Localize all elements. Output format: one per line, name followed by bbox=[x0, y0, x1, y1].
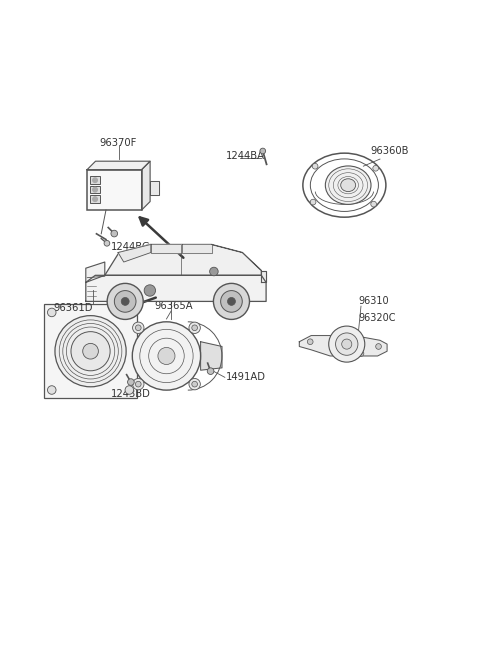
Text: 1244BA: 1244BA bbox=[226, 151, 265, 160]
Circle shape bbox=[310, 199, 316, 205]
Circle shape bbox=[158, 347, 175, 364]
Circle shape bbox=[121, 297, 129, 305]
Circle shape bbox=[210, 267, 218, 276]
Polygon shape bbox=[300, 335, 387, 356]
Circle shape bbox=[135, 381, 141, 387]
Ellipse shape bbox=[189, 379, 200, 390]
Circle shape bbox=[83, 343, 98, 359]
Circle shape bbox=[55, 316, 126, 387]
Circle shape bbox=[312, 163, 318, 169]
Text: 96365A: 96365A bbox=[154, 301, 193, 311]
Text: 1243BD: 1243BD bbox=[111, 389, 151, 399]
Text: 96360B: 96360B bbox=[370, 146, 408, 156]
Circle shape bbox=[107, 284, 143, 320]
Circle shape bbox=[192, 325, 197, 331]
Polygon shape bbox=[86, 275, 266, 301]
FancyBboxPatch shape bbox=[87, 170, 142, 210]
Text: 96320C: 96320C bbox=[359, 313, 396, 324]
Text: 96370F: 96370F bbox=[99, 138, 137, 148]
Text: 96310: 96310 bbox=[359, 296, 389, 306]
FancyBboxPatch shape bbox=[90, 176, 100, 184]
Circle shape bbox=[214, 284, 250, 320]
FancyBboxPatch shape bbox=[90, 186, 100, 193]
Circle shape bbox=[128, 379, 134, 385]
Circle shape bbox=[48, 386, 56, 394]
Circle shape bbox=[104, 240, 110, 246]
Text: 96361D: 96361D bbox=[53, 303, 93, 313]
FancyBboxPatch shape bbox=[44, 305, 137, 398]
Circle shape bbox=[192, 381, 197, 387]
Polygon shape bbox=[212, 244, 261, 271]
Text: 1491AD: 1491AD bbox=[226, 372, 266, 383]
Circle shape bbox=[125, 386, 133, 394]
Ellipse shape bbox=[189, 322, 200, 333]
Circle shape bbox=[336, 333, 358, 355]
Polygon shape bbox=[105, 244, 261, 275]
Circle shape bbox=[376, 344, 382, 349]
Ellipse shape bbox=[325, 166, 371, 204]
Circle shape bbox=[48, 308, 56, 317]
Circle shape bbox=[114, 291, 136, 312]
Ellipse shape bbox=[341, 179, 356, 191]
Circle shape bbox=[329, 326, 365, 362]
Polygon shape bbox=[87, 161, 150, 170]
Circle shape bbox=[332, 335, 338, 341]
Circle shape bbox=[307, 339, 313, 345]
Circle shape bbox=[111, 231, 118, 237]
FancyBboxPatch shape bbox=[90, 195, 100, 203]
Polygon shape bbox=[261, 271, 266, 282]
Circle shape bbox=[207, 368, 214, 375]
Polygon shape bbox=[151, 244, 180, 253]
Circle shape bbox=[135, 325, 141, 331]
Polygon shape bbox=[118, 244, 151, 262]
Circle shape bbox=[373, 166, 379, 171]
Polygon shape bbox=[86, 262, 105, 282]
Circle shape bbox=[93, 178, 97, 183]
Circle shape bbox=[371, 201, 376, 207]
Polygon shape bbox=[182, 244, 212, 253]
Polygon shape bbox=[142, 161, 150, 210]
Polygon shape bbox=[201, 342, 222, 370]
Polygon shape bbox=[150, 181, 158, 195]
Circle shape bbox=[125, 308, 133, 317]
Text: 1244BG: 1244BG bbox=[111, 242, 151, 252]
Circle shape bbox=[71, 331, 110, 371]
Circle shape bbox=[144, 285, 156, 296]
Circle shape bbox=[228, 297, 235, 305]
Circle shape bbox=[358, 350, 364, 356]
Circle shape bbox=[93, 197, 97, 202]
Circle shape bbox=[342, 339, 352, 349]
Circle shape bbox=[221, 291, 242, 312]
Circle shape bbox=[93, 187, 97, 192]
Ellipse shape bbox=[132, 322, 201, 390]
Circle shape bbox=[260, 148, 265, 154]
Ellipse shape bbox=[132, 322, 144, 333]
Ellipse shape bbox=[132, 379, 144, 390]
